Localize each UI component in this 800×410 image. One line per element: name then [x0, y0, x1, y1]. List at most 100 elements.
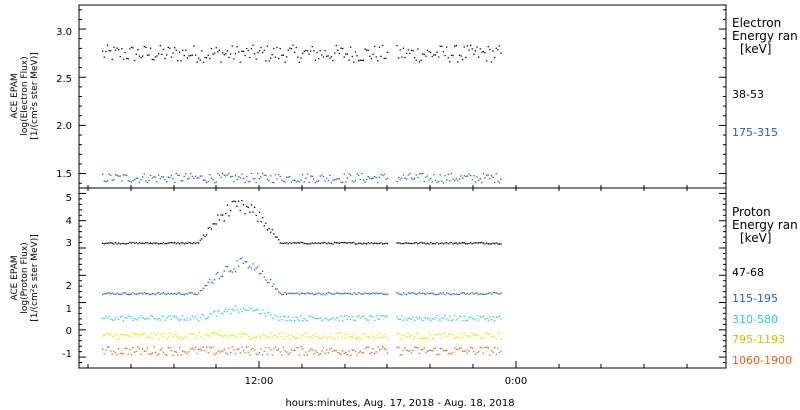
- proton-point-115-195: [468, 293, 470, 296]
- electron-point-38-53: [154, 56, 157, 58]
- electron-point-175-315: [202, 179, 205, 181]
- electron-point-38-53: [110, 50, 112, 52]
- electron-point-175-315: [174, 181, 176, 184]
- proton-point-115-195: [132, 292, 134, 294]
- electron-point-175-315: [162, 176, 165, 178]
- xtick-label-0000: 0:00: [505, 376, 527, 387]
- proton-point-47-68: [217, 214, 219, 216]
- proton-point-1060-1900: [121, 352, 123, 354]
- proton-point-795-1193: [342, 336, 344, 338]
- proton-point-795-1193: [356, 337, 358, 340]
- proton-ytick-label: 3: [66, 238, 72, 249]
- electron-point-38-53: [338, 52, 341, 55]
- proton-point-115-195: [154, 294, 157, 296]
- proton-legend-47-68: 47-68: [732, 266, 764, 279]
- proton-point-115-195: [396, 292, 398, 294]
- proton-point-47-68: [244, 213, 246, 215]
- proton-point-310-580: [199, 316, 201, 319]
- electron-point-38-53: [303, 50, 305, 52]
- proton-point-795-1193: [482, 337, 485, 339]
- proton-point-115-195: [255, 267, 257, 269]
- electron-point-38-53: [487, 46, 489, 48]
- proton-point-1060-1900: [159, 349, 161, 351]
- electron-point-175-315: [415, 174, 417, 176]
- electron-point-38-53: [362, 59, 365, 61]
- proton-point-47-68: [465, 243, 467, 245]
- proton-point-310-580: [183, 319, 185, 321]
- proton-point-795-1193: [489, 332, 491, 334]
- electron-point-175-315: [375, 177, 377, 179]
- proton-point-115-195: [284, 292, 286, 294]
- electron-point-38-53: [383, 57, 385, 60]
- proton-point-47-68: [358, 242, 360, 244]
- electron-point-38-53: [434, 54, 437, 56]
- proton-point-115-195: [265, 279, 267, 281]
- electron-point-38-53: [116, 47, 118, 49]
- proton-point-115-195: [124, 292, 126, 294]
- proton-point-115-195: [262, 270, 264, 272]
- proton-point-47-68: [422, 242, 424, 244]
- proton-point-310-580: [332, 317, 334, 319]
- proton-point-115-195: [398, 293, 400, 295]
- proton-point-795-1193: [238, 332, 240, 335]
- proton-point-795-1193: [462, 337, 464, 339]
- proton-point-310-580: [479, 315, 481, 318]
- proton-point-1060-1900: [228, 347, 230, 349]
- proton-point-47-68: [468, 242, 470, 245]
- proton-point-47-68: [399, 242, 401, 244]
- electron-point-38-53: [162, 48, 165, 51]
- proton-point-795-1193: [497, 332, 499, 334]
- electron-point-38-53: [497, 49, 499, 51]
- electron-point-175-315: [217, 172, 219, 175]
- proton-point-1060-1900: [402, 349, 405, 352]
- proton-point-310-580: [188, 319, 190, 321]
- xtick-label-1200: 12:00: [245, 376, 274, 387]
- proton-point-47-68: [145, 242, 147, 244]
- proton-point-795-1193: [417, 332, 419, 334]
- proton-point-115-195: [222, 275, 224, 277]
- proton-point-47-68: [492, 242, 494, 244]
- electron-point-175-315: [489, 177, 491, 180]
- proton-point-310-580: [209, 313, 211, 315]
- electron-point-38-53: [124, 51, 126, 54]
- proton-point-795-1193: [303, 332, 305, 334]
- electron-point-175-315: [463, 175, 465, 177]
- electron-point-38-53: [337, 49, 339, 51]
- proton-point-115-195: [286, 293, 288, 295]
- proton-point-310-580: [161, 315, 163, 317]
- proton-point-47-68: [178, 243, 181, 245]
- electron-point-175-315: [474, 181, 477, 183]
- proton-point-795-1193: [442, 333, 445, 335]
- proton-point-47-68: [249, 211, 251, 213]
- proton-point-47-68: [487, 243, 489, 245]
- electron-point-38-53: [370, 58, 373, 60]
- proton-point-47-68: [198, 242, 200, 244]
- electron-point-38-53: [402, 47, 405, 49]
- proton-point-47-68: [154, 242, 157, 244]
- proton-point-795-1193: [358, 336, 360, 339]
- proton-point-115-195: [198, 292, 200, 294]
- proton-point-310-580: [170, 318, 173, 320]
- proton-point-310-580: [201, 313, 203, 315]
- electron-point-175-315: [500, 178, 502, 180]
- proton-point-310-580: [463, 315, 465, 318]
- proton-point-1060-1900: [158, 353, 160, 355]
- proton-point-115-195: [295, 292, 297, 294]
- electron-point-175-315: [316, 180, 318, 183]
- proton-point-115-195: [153, 293, 155, 295]
- proton-point-115-195: [457, 293, 459, 296]
- proton-point-310-580: [422, 319, 424, 322]
- proton-point-47-68: [292, 241, 294, 244]
- electron-point-38-53: [311, 45, 313, 48]
- proton-point-310-580: [153, 318, 155, 320]
- proton-point-1060-1900: [126, 347, 128, 349]
- proton-point-310-580: [378, 318, 381, 321]
- electron-point-175-315: [348, 173, 350, 175]
- proton-point-47-68: [450, 241, 453, 244]
- electron-point-38-53: [340, 47, 342, 49]
- electron-point-175-315: [337, 178, 339, 180]
- proton-point-795-1193: [449, 333, 451, 336]
- proton-point-1060-1900: [161, 348, 163, 350]
- proton-point-1060-1900: [423, 347, 425, 349]
- proton-point-310-580: [124, 317, 126, 319]
